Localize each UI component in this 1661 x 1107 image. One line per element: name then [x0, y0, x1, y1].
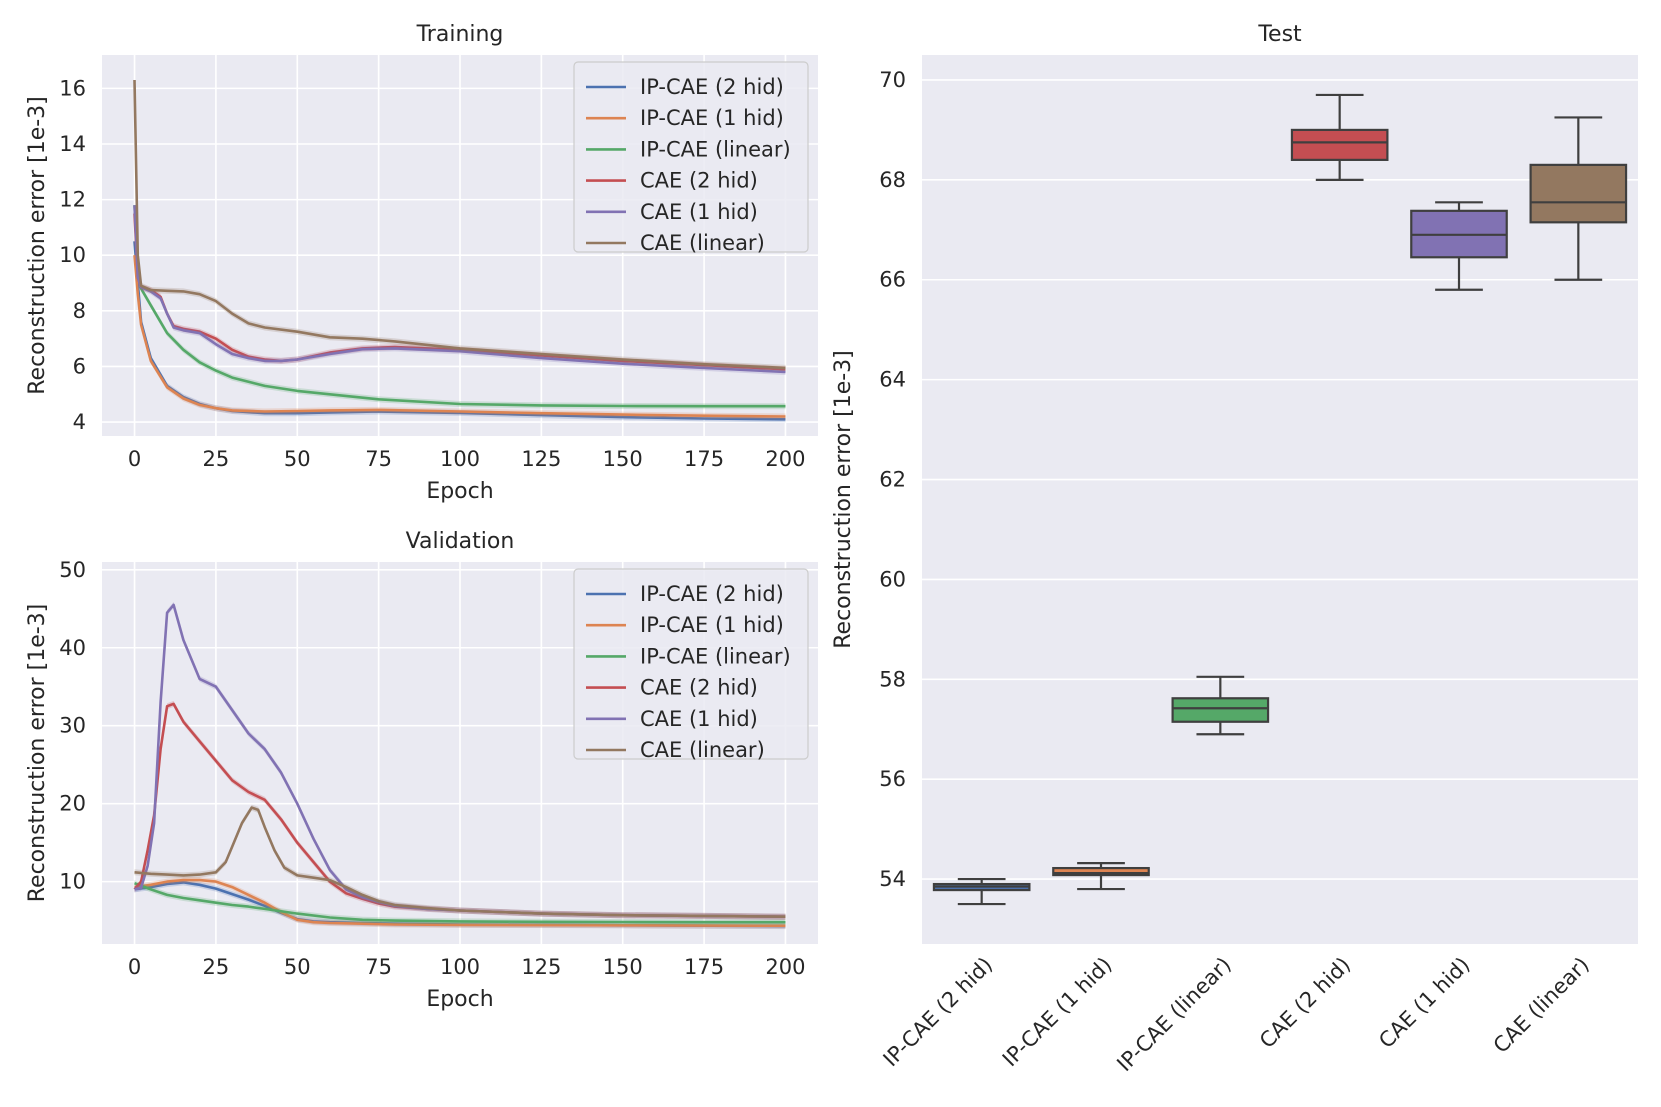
legend-label-ip-cae-2-hid: IP-CAE (2 hid) [640, 75, 784, 99]
box-iqr [1529, 163, 1628, 224]
x-tick-label: 150 [603, 955, 643, 979]
x-tick-label: 100 [440, 447, 480, 471]
x-tick-label: 200 [765, 955, 805, 979]
y-axis-label: Reconstruction error [1e-3] [25, 96, 50, 395]
series-line-ip-cae-1-hid [134, 878, 786, 928]
series-line-ip-cae-1-hid [133, 255, 786, 418]
chart-title: Test [1257, 22, 1302, 47]
y-tick-label: 14 [59, 132, 86, 156]
panel-training: 0 25 50 75 100 125 150 175 200 4 6 8 10 12 14 16 Trainin… [25, 22, 818, 504]
y-tick-label: 58 [879, 667, 906, 691]
legend-label-cae-2-hid: CAE (2 hid) [640, 169, 758, 193]
x-tick-label: 175 [684, 955, 724, 979]
box-iqr [1171, 697, 1270, 723]
x-tick-label: 25 [203, 447, 230, 471]
series-line-ip-cae-linear [134, 881, 786, 924]
box-iqr [1052, 866, 1150, 877]
y-axis-label: Reconstruction error [1e-3] [831, 350, 856, 649]
x-tick-label: 175 [684, 447, 724, 471]
y-tick-label: 64 [879, 368, 906, 392]
box-ip-cae-2-hid [932, 877, 1031, 906]
legend-box [573, 61, 809, 253]
series-line-ip-cae-linear [133, 205, 786, 408]
y-tick-label: 30 [59, 714, 86, 738]
series-band-ip-cae-1-hid [134, 252, 786, 420]
x-tick-label: IP-CAE (2 hid) [879, 953, 998, 1072]
legend-label-ip-cae-1-hid: IP-CAE (1 hid) [640, 106, 784, 130]
series-line-cae-1-hid [133, 205, 786, 374]
x-tick-label: 25 [203, 955, 230, 979]
x-tick-label: 75 [365, 955, 392, 979]
x-tick-label: CAE (1 hid) [1374, 953, 1474, 1053]
x-tick-label: 150 [603, 447, 643, 471]
x-tick-label: CAE (linear) [1489, 953, 1594, 1058]
legend-label-ip-cae-1-hid: IP-CAE (1 hid) [640, 613, 784, 637]
series-band-ip-cae-2-hid [134, 879, 786, 930]
chart-title: Validation [406, 529, 515, 554]
legend-label-ip-cae-linear: IP-CAE (linear) [640, 137, 791, 161]
y-tick-label: 50 [59, 558, 86, 582]
y-tick-label: 16 [59, 76, 86, 100]
x-tick-label: IP-CAE (linear) [1112, 953, 1236, 1077]
x-tick-label: 0 [128, 447, 141, 471]
y-tick-label: 8 [73, 299, 86, 323]
x-tick-label: 125 [521, 955, 561, 979]
plot-area [922, 55, 1638, 944]
legend-label-cae-2-hid: CAE (2 hid) [640, 676, 758, 700]
y-tick-label: 54 [879, 867, 906, 891]
x-tick-label: 50 [284, 955, 311, 979]
x-tick-label: 50 [284, 447, 311, 471]
box-iqr [1290, 128, 1389, 161]
box-cae-linear [1529, 116, 1628, 281]
y-axis-label: Reconstruction error [1e-3] [25, 604, 50, 903]
box-ip-cae-linear [1171, 675, 1270, 736]
box-cae-1-hid [1410, 201, 1508, 291]
box-ip-cae-1-hid [1052, 861, 1150, 891]
legend: IP-CAE (2 hid) IP-CAE (1 hid) IP-CAE (line… [573, 61, 809, 255]
x-axis-label: Epoch [426, 479, 493, 504]
legend-label-cae-linear: CAE (linear) [640, 738, 765, 762]
y-tick-label: 10 [59, 243, 86, 267]
y-tick-label: 20 [59, 792, 86, 816]
panel-validation: 0 25 50 75 100 125 150 175 200 10 20 30 40 50 Validati… [25, 529, 818, 1012]
series-line-cae-linear [133, 79, 786, 370]
y-tick-label: 68 [879, 168, 906, 192]
y-tick-label: 56 [879, 767, 906, 791]
y-tick-label: 70 [879, 68, 906, 92]
y-tick-label: 66 [879, 268, 906, 292]
x-tick-label: IP-CAE (1 hid) [998, 953, 1117, 1072]
y-tick-label: 40 [59, 636, 86, 660]
x-axis-label: Epoch [426, 987, 493, 1012]
x-tick-label: 75 [365, 447, 392, 471]
series-line-cae-linear [134, 806, 786, 918]
x-tick-label: 100 [440, 955, 480, 979]
y-tick-label: 60 [879, 567, 906, 591]
box-cae-2-hid [1290, 93, 1389, 181]
legend: IP-CAE (2 hid) IP-CAE (1 hid) IP-CAE (line… [573, 568, 809, 762]
legend-label-cae-1-hid: CAE (1 hid) [640, 707, 758, 731]
y-tick-label: 6 [73, 354, 86, 378]
y-tick-label: 4 [73, 410, 86, 434]
x-tick-label: 0 [128, 955, 141, 979]
chart-title: Training [416, 22, 504, 47]
legend-label-cae-1-hid: CAE (1 hid) [640, 200, 758, 224]
legend-label-cae-linear: CAE (linear) [640, 231, 765, 255]
legend-label-ip-cae-2-hid: IP-CAE (2 hid) [640, 582, 784, 606]
x-tick-label: 200 [765, 447, 805, 471]
x-tick-label: 125 [521, 447, 561, 471]
y-tick-label: 62 [879, 468, 906, 492]
legend-label-ip-cae-linear: IP-CAE (linear) [640, 644, 791, 668]
legend-box [573, 568, 809, 760]
y-tick-label: 10 [59, 870, 86, 894]
y-tick-label: 12 [59, 188, 86, 212]
x-tick-label: CAE (2 hid) [1255, 953, 1355, 1053]
